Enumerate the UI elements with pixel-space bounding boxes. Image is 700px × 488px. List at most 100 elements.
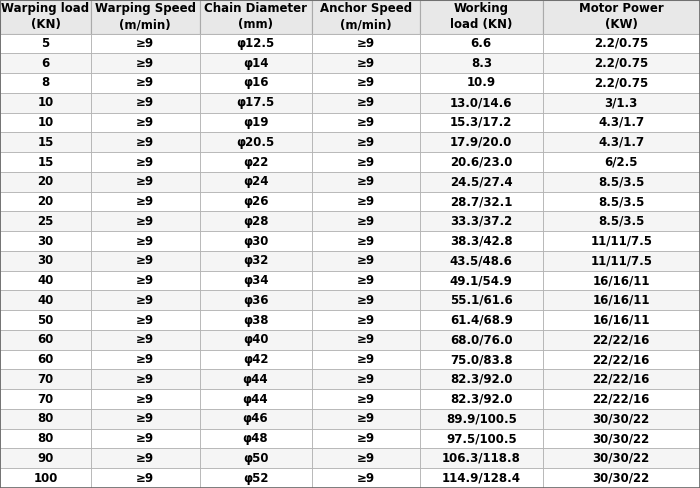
Text: ≥9: ≥9 [136, 274, 154, 287]
Bar [542, 251, 700, 271]
Text: 60: 60 [37, 333, 54, 346]
Text: φ26: φ26 [243, 195, 268, 208]
Bar [312, 389, 420, 409]
Bar [0, 231, 91, 251]
Text: ≥9: ≥9 [136, 215, 154, 228]
Bar [312, 409, 420, 429]
Text: 16/16/11: 16/16/11 [592, 294, 650, 307]
Bar [420, 429, 542, 448]
Text: Working
load (KN): Working load (KN) [450, 2, 512, 31]
Bar [312, 310, 420, 330]
Text: ≥9: ≥9 [357, 254, 374, 267]
Text: 16/16/11: 16/16/11 [592, 314, 650, 326]
Text: 4.3/1.7: 4.3/1.7 [598, 136, 644, 149]
Bar [312, 231, 420, 251]
Bar [420, 350, 542, 369]
Bar [312, 0, 420, 34]
Bar [91, 350, 200, 369]
Text: 28.7/32.1: 28.7/32.1 [450, 195, 512, 208]
Bar [420, 0, 542, 34]
Bar [542, 468, 700, 488]
Text: 80: 80 [37, 432, 54, 445]
Bar [312, 211, 420, 231]
Bar [0, 251, 91, 271]
Bar [199, 172, 312, 192]
Text: φ38: φ38 [243, 314, 268, 326]
Bar [542, 93, 700, 113]
Bar [312, 113, 420, 132]
Text: ≥9: ≥9 [357, 432, 374, 445]
Bar [420, 290, 542, 310]
Text: ≥9: ≥9 [357, 314, 374, 326]
Text: ≥9: ≥9 [357, 96, 374, 109]
Bar [420, 231, 542, 251]
Text: 114.9/128.4: 114.9/128.4 [442, 471, 521, 485]
Bar [199, 132, 312, 152]
Bar [542, 448, 700, 468]
Bar [91, 369, 200, 389]
Text: ≥9: ≥9 [136, 235, 154, 247]
Text: Warping Speed
(m/min): Warping Speed (m/min) [94, 2, 196, 31]
Text: ≥9: ≥9 [357, 392, 374, 406]
Bar [91, 0, 200, 34]
Bar [91, 211, 200, 231]
Text: φ16: φ16 [243, 77, 268, 89]
Bar [420, 310, 542, 330]
Text: φ48: φ48 [243, 432, 268, 445]
Text: ≥9: ≥9 [136, 373, 154, 386]
Text: 22/22/16: 22/22/16 [593, 333, 650, 346]
Bar [542, 113, 700, 132]
Bar [542, 0, 700, 34]
Text: ≥9: ≥9 [136, 294, 154, 307]
Text: Anchor Speed
(m/min): Anchor Speed (m/min) [320, 2, 412, 31]
Bar [420, 53, 542, 73]
Bar [199, 389, 312, 409]
Bar [420, 330, 542, 350]
Bar [542, 330, 700, 350]
Bar [0, 0, 91, 34]
Text: φ17.5: φ17.5 [237, 96, 274, 109]
Text: 3/1.3: 3/1.3 [605, 96, 638, 109]
Text: 30: 30 [37, 254, 54, 267]
Text: 50: 50 [37, 314, 54, 326]
Bar [199, 231, 312, 251]
Text: 8.5/3.5: 8.5/3.5 [598, 215, 645, 228]
Bar [542, 73, 700, 93]
Text: 100: 100 [34, 471, 57, 485]
Text: 22/22/16: 22/22/16 [593, 353, 650, 366]
Text: Motor Power
(KW): Motor Power (KW) [579, 2, 664, 31]
Bar [199, 152, 312, 172]
Text: 10: 10 [37, 116, 54, 129]
Bar [0, 271, 91, 290]
Text: ≥9: ≥9 [357, 412, 374, 426]
Bar [91, 310, 200, 330]
Text: 6.6: 6.6 [470, 37, 492, 50]
Bar [0, 448, 91, 468]
Text: ≥9: ≥9 [136, 353, 154, 366]
Bar [199, 251, 312, 271]
Text: φ12.5: φ12.5 [237, 37, 274, 50]
Text: 60: 60 [37, 353, 54, 366]
Bar [199, 409, 312, 429]
Text: 22/22/16: 22/22/16 [593, 373, 650, 386]
Bar [91, 73, 200, 93]
Text: 24.5/27.4: 24.5/27.4 [450, 175, 512, 188]
Bar [199, 34, 312, 53]
Bar [542, 34, 700, 53]
Text: ≥9: ≥9 [136, 116, 154, 129]
Text: φ20.5: φ20.5 [237, 136, 274, 149]
Bar [0, 73, 91, 93]
Text: φ44: φ44 [243, 373, 268, 386]
Text: φ34: φ34 [243, 274, 268, 287]
Text: ≥9: ≥9 [357, 471, 374, 485]
Text: ≥9: ≥9 [136, 57, 154, 70]
Bar [0, 409, 91, 429]
Bar [420, 389, 542, 409]
Bar [199, 350, 312, 369]
Text: ≥9: ≥9 [136, 195, 154, 208]
Text: 15: 15 [37, 156, 54, 168]
Bar [420, 409, 542, 429]
Text: 11/11/7.5: 11/11/7.5 [590, 254, 652, 267]
Bar [0, 389, 91, 409]
Text: 89.9/100.5: 89.9/100.5 [446, 412, 517, 426]
